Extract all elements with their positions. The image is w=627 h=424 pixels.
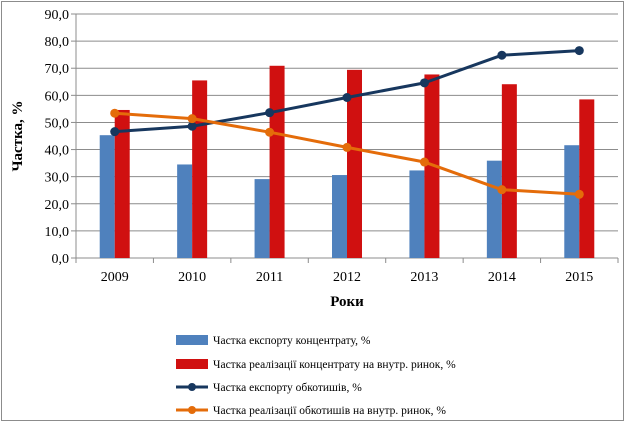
y-tick-label: 40,0 — [45, 144, 70, 159]
point-domestic-pellets — [497, 185, 507, 195]
point-export-pellets — [187, 121, 197, 131]
y-tick-label: 70,0 — [45, 62, 70, 77]
x-tick-label: 2009 — [101, 270, 129, 285]
bar-export-concentrate — [409, 170, 425, 258]
bar-domestic-concentrate — [269, 65, 285, 258]
legend-marker — [188, 406, 196, 414]
point-domestic-pellets — [574, 189, 584, 199]
y-axis-title: Частка, % — [10, 101, 26, 172]
bar-domestic-concentrate — [501, 84, 517, 259]
point-export-pellets — [574, 46, 584, 56]
bar-export-concentrate — [99, 135, 115, 258]
x-tick-label: 2015 — [565, 270, 593, 285]
x-tick-label: 2011 — [256, 270, 283, 285]
y-tick-label: 10,0 — [45, 225, 70, 240]
point-export-pellets — [265, 108, 275, 118]
x-tick-label: 2010 — [178, 270, 206, 285]
y-tick-label: 80,0 — [45, 35, 70, 50]
point-domestic-pellets — [419, 157, 429, 167]
bar-export-concentrate — [332, 175, 347, 258]
y-tick-label: 0,0 — [52, 252, 70, 267]
legend-swatch — [176, 335, 208, 345]
bar-domestic-concentrate — [347, 69, 362, 258]
legend-marker — [188, 383, 196, 391]
x-tick-label: 2012 — [333, 270, 361, 285]
y-tick-label: 50,0 — [45, 116, 70, 131]
legend-label: Частка реалізації концентрату на внутр. … — [213, 359, 456, 371]
point-export-pellets — [419, 78, 429, 88]
legend-swatch — [176, 359, 208, 369]
bar-domestic-concentrate — [192, 80, 208, 258]
y-tick-label: 20,0 — [45, 198, 70, 213]
bar-export-concentrate — [486, 160, 502, 258]
x-tick-label: 2013 — [410, 270, 438, 285]
y-tick-label: 60,0 — [45, 89, 70, 104]
point-export-pellets — [497, 50, 507, 60]
point-export-pellets — [110, 127, 120, 137]
point-export-pellets — [342, 93, 352, 103]
bar-export-concentrate — [564, 145, 580, 258]
bar-domestic-concentrate — [114, 109, 130, 259]
y-tick-label: 30,0 — [45, 171, 70, 186]
x-tick-label: 2014 — [488, 270, 516, 285]
legend-label: Частка експорту обкотишів, % — [213, 382, 362, 394]
bar-export-concentrate — [177, 164, 193, 258]
point-domestic-pellets — [342, 142, 352, 152]
point-domestic-pellets — [110, 108, 120, 118]
point-domestic-pellets — [265, 127, 275, 137]
legend-label: Частка експорту концентрату, % — [213, 335, 371, 347]
legend-label: Частка реалізації обкотишів на внутр. ри… — [213, 405, 446, 417]
bar-domestic-concentrate — [579, 99, 595, 259]
bar-export-concentrate — [254, 179, 270, 258]
point-domestic-pellets — [187, 114, 197, 124]
x-axis-title: Роки — [330, 294, 364, 310]
y-tick-label: 90,0 — [45, 8, 70, 23]
